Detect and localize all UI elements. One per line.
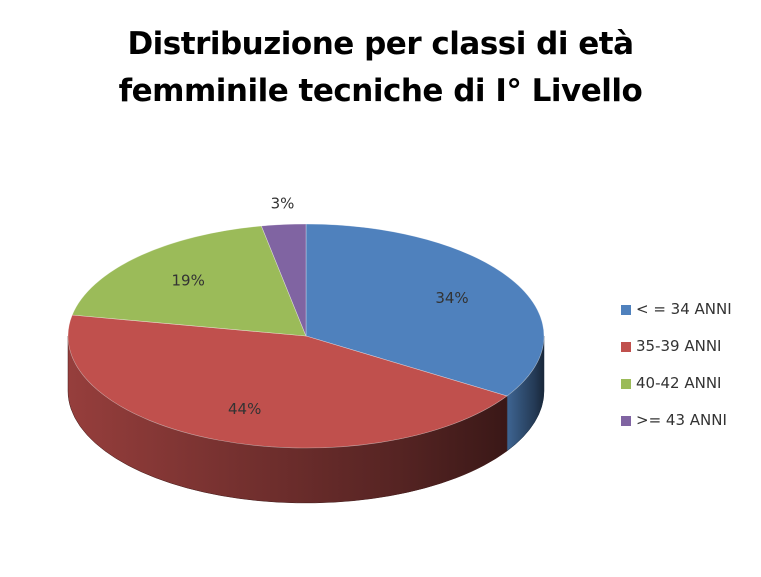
pie-tops	[67, 223, 545, 449]
legend-label-2: 35-39 ANNI	[636, 337, 722, 355]
pie-slice-2	[67, 314, 508, 449]
legend-swatch-3	[621, 379, 631, 389]
legend-swatch-4	[621, 416, 631, 426]
pie-slice-1	[305, 223, 545, 397]
chart-title-line-1: Distribuzione per classi di età	[127, 26, 634, 62]
legend-label-1: < = 34 ANNI	[636, 300, 732, 318]
chart-title-line-2: femminile tecniche di I° Livello	[118, 73, 643, 109]
pie-slice-3	[71, 225, 307, 337]
legend-label-4: >= 43 ANNI	[636, 411, 727, 429]
legend-swatch-1	[621, 305, 631, 315]
pie-labels: 34% 44% 19% 3%	[172, 195, 469, 418]
slice-value-label-4: 3%	[271, 195, 295, 213]
legend-swatch-2	[621, 342, 631, 352]
pie-slice-4	[260, 223, 307, 337]
slice-value-label-2: 44%	[228, 400, 261, 418]
slice-value-label-3: 19%	[172, 272, 205, 290]
legend-label-3: 40-42 ANNI	[636, 374, 722, 392]
slice-value-label-1: 34%	[435, 289, 468, 307]
